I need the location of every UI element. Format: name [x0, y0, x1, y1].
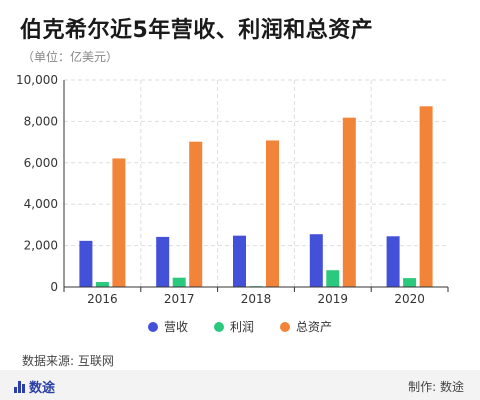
x-tick-label: 2020 — [394, 292, 425, 306]
bar-profit — [403, 278, 417, 287]
bar-revenue — [309, 234, 323, 287]
legend-dot-profit — [213, 321, 224, 332]
bar-assets — [112, 158, 126, 287]
y-tick-label: 0 — [50, 280, 58, 294]
legend-dot-revenue — [147, 321, 158, 332]
bar-assets — [342, 117, 356, 287]
chart-title: 伯克希尔近5年营收、利润和总资产 — [20, 18, 374, 43]
legend-item-assets[interactable]: 总资产 — [280, 318, 332, 335]
bar-assets — [189, 141, 203, 287]
bar-chart: 0 2,000 4,000 6,000 8,000 10,000 2016 2017 2018 2… — [16, 73, 449, 306]
legend-label-revenue: 营收 — [163, 320, 188, 334]
bar-revenue — [233, 235, 246, 287]
legend-label-profit: 利润 — [229, 320, 254, 334]
bar-chart-icon — [14, 380, 25, 393]
footer-bar: 数途 制作: 数途 — [0, 370, 480, 400]
bar-assets — [266, 140, 279, 287]
y-tick-label: 4,000 — [24, 197, 58, 211]
x-tick-label: 2017 — [164, 292, 195, 306]
bar-revenue — [79, 240, 93, 287]
y-tick-label: 2,000 — [24, 239, 58, 253]
legend-label-assets: 总资产 — [296, 320, 333, 334]
bar-revenue — [386, 236, 400, 287]
legend-item-profit[interactable]: 利润 — [213, 318, 254, 335]
maker-credit: 制作: 数途 — [408, 380, 464, 394]
brand-name: 数途 — [29, 381, 56, 396]
x-tick-label: 2019 — [318, 292, 349, 306]
brand-logo: 数途 — [14, 377, 55, 396]
x-tick-label: 2018 — [241, 292, 272, 306]
legend-item-revenue[interactable]: 营收 — [147, 318, 188, 335]
y-tick-label: 6,000 — [24, 156, 58, 170]
bar-profit — [326, 270, 340, 287]
unit-label: （单位：亿美元） — [22, 50, 119, 64]
bar-profit — [95, 282, 109, 287]
bar-profit — [172, 277, 186, 287]
y-tick-label: 8,000 — [24, 114, 58, 128]
legend-dot-assets — [280, 321, 290, 332]
x-tick-label: 2016 — [87, 292, 118, 306]
y-tick-label: 10,000 — [16, 73, 58, 87]
bar-assets — [419, 106, 433, 287]
data-source: 数据来源: 互联网 — [22, 354, 114, 368]
bar-revenue — [156, 236, 170, 287]
legend: 营收 利润 总资产 — [0, 318, 480, 335]
